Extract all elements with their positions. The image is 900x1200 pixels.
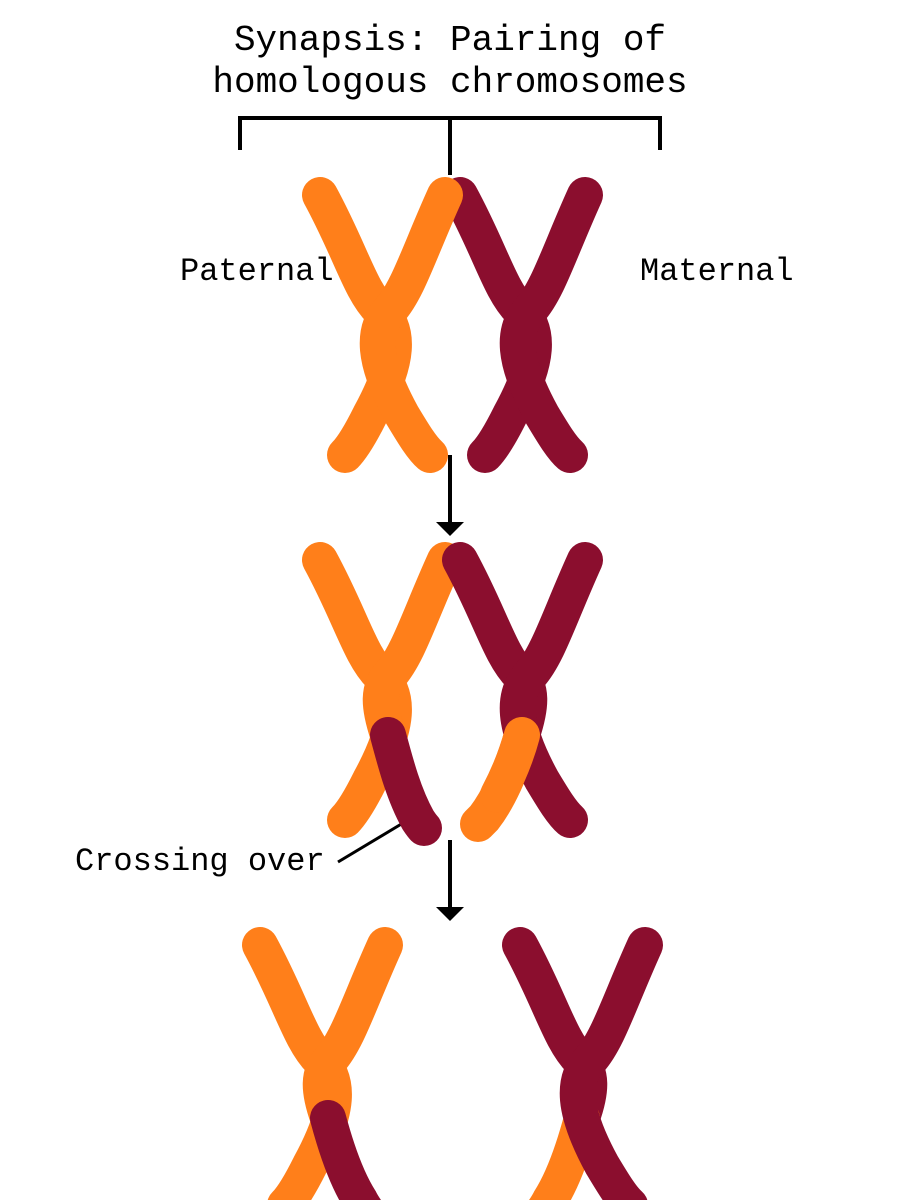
synapsis-diagram: Synapsis: Pairing ofhomologous chromosom…	[0, 0, 900, 1200]
maternal-label: Maternal	[640, 253, 794, 290]
stage2-maternal-arm-3	[498, 735, 522, 795]
crossing-over-label: Crossing over	[75, 843, 325, 880]
paternal-label: Paternal	[180, 253, 334, 290]
title-line1: Synapsis: Pairing of	[234, 20, 666, 61]
title-line2: homologous chromosomes	[212, 62, 687, 103]
